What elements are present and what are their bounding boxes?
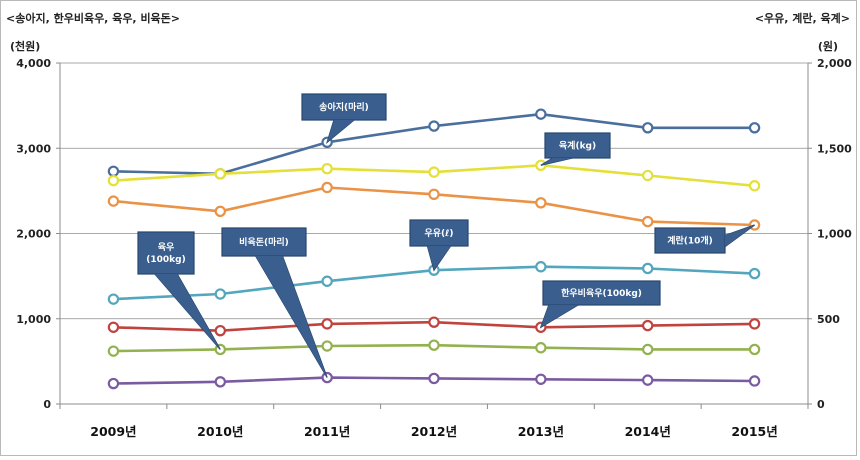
data-point xyxy=(642,122,654,134)
data-point xyxy=(214,205,226,218)
data-point xyxy=(748,318,761,330)
data-point xyxy=(107,377,120,390)
data-point xyxy=(642,374,654,386)
callout-box xyxy=(654,227,726,254)
left-tick-label: 0 xyxy=(43,398,51,411)
data-point xyxy=(642,343,654,356)
data-point xyxy=(428,166,440,178)
right-tick-label: 0 xyxy=(817,398,825,411)
data-point xyxy=(214,288,226,300)
data-point xyxy=(428,316,440,328)
callout-pointer-fill xyxy=(154,274,221,350)
data-point xyxy=(535,108,547,120)
x-tick-label: 2015년 xyxy=(731,424,777,439)
data-point xyxy=(107,345,120,357)
left-axis-unit: (천원) xyxy=(10,39,40,53)
callout-pointer-fill xyxy=(540,305,579,328)
data-point xyxy=(642,319,654,332)
callout-pointer-fill xyxy=(540,158,573,166)
data-point xyxy=(428,120,440,132)
callout-pointer-fill xyxy=(255,256,328,378)
callout-label: 계란(10개) xyxy=(667,235,713,247)
left-tick-label: 2,000 xyxy=(16,228,51,241)
data-point xyxy=(642,215,654,228)
data-point xyxy=(535,342,547,354)
left-axis-title: <송아지, 한우비육우, 육우, 비육돈> xyxy=(6,11,180,25)
data-point xyxy=(748,267,761,280)
data-point xyxy=(107,195,120,207)
x-tick-label: 2010년 xyxy=(197,424,243,439)
data-point xyxy=(642,169,654,182)
x-tick-label: 2014년 xyxy=(625,424,671,439)
callout-label: 송아지(마리) xyxy=(319,101,369,113)
axes: 0 0 1,000 500 2,000 1,000 3,000 1,500 4,000 2,000… xyxy=(16,57,852,439)
callout-box xyxy=(221,227,307,257)
callout-box xyxy=(137,231,195,275)
data-point xyxy=(748,122,761,134)
data-point xyxy=(642,262,654,275)
right-tick-label: 1,000 xyxy=(817,228,852,241)
data-point xyxy=(428,188,440,200)
left-tick-label: 3,000 xyxy=(16,142,51,155)
callout-label: 육계(kg) xyxy=(559,140,596,152)
callout-box xyxy=(544,132,611,159)
x-tick-label: 2013년 xyxy=(518,424,564,439)
data-point xyxy=(535,197,547,209)
callout-pointer-fill xyxy=(725,224,755,247)
data-point xyxy=(214,324,226,337)
data-point xyxy=(321,163,333,175)
data-point xyxy=(321,318,333,330)
data-point xyxy=(535,261,547,273)
data-point xyxy=(428,372,440,385)
data-point xyxy=(748,375,761,387)
data-point xyxy=(107,165,120,177)
callout-box xyxy=(301,93,387,121)
data-point xyxy=(535,373,547,385)
callout-label: 육우 xyxy=(158,242,175,253)
data-point xyxy=(748,343,761,356)
callout-label: 비육돈(마리) xyxy=(239,236,289,248)
data-point xyxy=(321,275,333,287)
callout-label: 한우비육우(100kg) xyxy=(561,287,642,299)
right-tick-label: 1,500 xyxy=(817,142,852,155)
x-tick-label: 2012년 xyxy=(411,424,457,439)
data-point xyxy=(321,340,333,352)
data-point xyxy=(107,174,120,187)
data-point xyxy=(321,181,333,194)
right-tick-label: 500 xyxy=(817,313,840,326)
callout-label: (100kg) xyxy=(146,255,185,265)
left-tick-label: 4,000 xyxy=(16,57,51,70)
left-tick-label: 1,000 xyxy=(16,313,51,326)
right-tick-label: 2,000 xyxy=(817,57,852,70)
x-tick-label: 2011년 xyxy=(304,424,350,439)
data-point xyxy=(107,293,120,305)
callout-pointer-fill xyxy=(327,120,355,143)
data-point xyxy=(214,376,226,388)
right-axis-title: <우유, 계란, 육계> xyxy=(755,11,850,25)
data-point xyxy=(748,180,761,192)
data-point xyxy=(107,321,120,333)
callout-pointer-fill xyxy=(427,246,451,271)
callout-box xyxy=(542,280,661,306)
x-tick-label: 2009년 xyxy=(90,424,136,439)
right-axis-unit: (원) xyxy=(818,39,838,53)
callouts: 송아지(마리) 육계(kg) 계란(10개) 우유(ℓ) 한우비육우(100kg) 육우 (… xyxy=(137,93,755,378)
callout-label: 우유(ℓ) xyxy=(424,228,453,239)
data-point xyxy=(214,168,226,180)
data-point xyxy=(428,339,440,351)
callout-box xyxy=(409,219,469,247)
